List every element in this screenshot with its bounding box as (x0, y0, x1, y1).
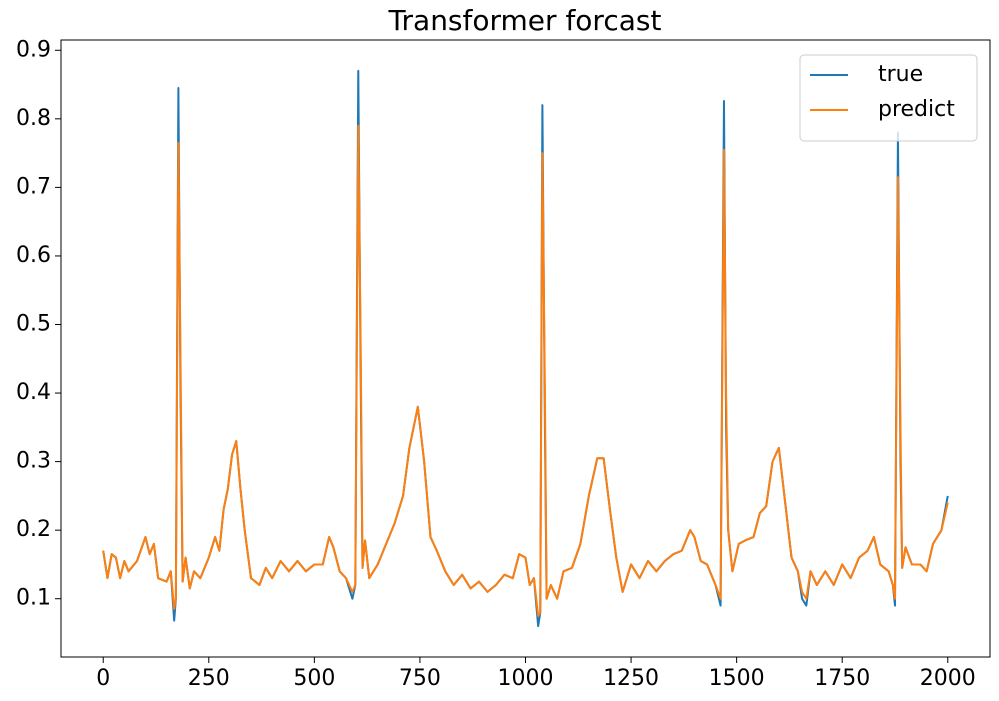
y-tick-label: 0.9 (16, 37, 51, 62)
y-tick-label: 0.3 (16, 449, 51, 474)
plot-frame (60, 39, 991, 658)
series-line (102, 69, 949, 628)
y-tick-label: 0.8 (16, 106, 51, 131)
series-line (102, 124, 949, 617)
y-tick-label: 0.2 (16, 517, 51, 542)
x-tick-label: 750 (399, 666, 441, 691)
x-tick-label: 1750 (814, 666, 870, 691)
x-tick-label: 1250 (603, 666, 659, 691)
legend-box (799, 54, 978, 142)
x-tick-label: 500 (293, 666, 335, 691)
x-tick-label: 250 (188, 666, 230, 691)
chart-title: Transformer forcast (388, 4, 662, 37)
legend-label: predict (878, 97, 955, 122)
y-tick-label: 0.5 (16, 312, 51, 337)
y-tick-label: 0.4 (16, 380, 51, 405)
x-tick-label: 2000 (920, 666, 976, 691)
x-tick-label: 1000 (498, 666, 554, 691)
x-tick-label: 0 (96, 666, 110, 691)
y-tick-label: 0.6 (16, 243, 51, 268)
legend-label: true (878, 62, 923, 87)
y-tick-label: 0.1 (16, 586, 51, 611)
x-tick-label: 1500 (709, 666, 765, 691)
y-tick-label: 0.7 (16, 174, 51, 199)
